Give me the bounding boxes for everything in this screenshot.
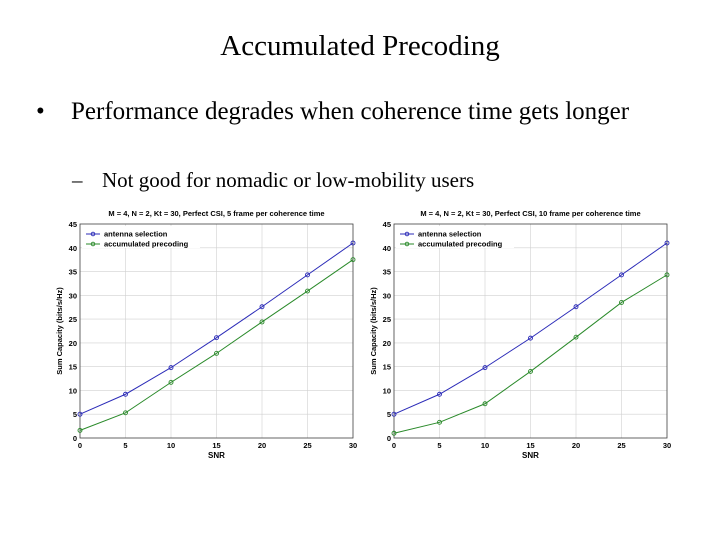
x-tick-label: 20 <box>572 441 580 450</box>
legend-label: antenna selection <box>418 230 482 239</box>
data-point <box>214 335 219 341</box>
data-point <box>664 272 670 278</box>
y-axis-label: Sum Capacity (bits/s/Hz) <box>55 287 64 375</box>
legend-label: antenna selection <box>104 230 168 239</box>
data-point <box>214 350 219 356</box>
data-point <box>664 240 670 246</box>
x-axis-label: SNR <box>522 451 539 460</box>
y-tick-label: 15 <box>383 363 391 372</box>
legend-box <box>82 226 200 248</box>
legend-label: accumulated precoding <box>418 240 503 249</box>
data-point <box>619 272 624 278</box>
data-point <box>619 300 624 305</box>
y-tick-label: 30 <box>383 291 391 300</box>
data-point <box>305 288 310 294</box>
slide-title: Accumulated Precoding <box>220 30 500 62</box>
series-line <box>79 242 354 415</box>
legend-marker <box>404 231 410 237</box>
axes-frame <box>393 223 668 439</box>
y-tick-label: 45 <box>383 220 391 229</box>
axes-frame <box>79 223 354 439</box>
y-tick-label: 25 <box>383 315 391 324</box>
data-point <box>482 401 488 407</box>
chart-title: M = 4, N = 2, Kt = 30, Perfect CSI, 5 fr… <box>108 209 324 218</box>
data-point <box>259 319 265 325</box>
legend-marker <box>90 231 96 237</box>
data-point <box>437 419 442 425</box>
x-tick-label: 15 <box>212 441 220 450</box>
legend-box <box>396 226 514 248</box>
y-tick-label: 20 <box>383 339 391 348</box>
x-tick-label: 5 <box>123 441 127 450</box>
y-tick-label: 30 <box>69 291 77 300</box>
x-tick-label: 20 <box>258 441 266 450</box>
x-tick-label: 25 <box>303 441 311 450</box>
series-line <box>393 242 668 415</box>
legend-marker <box>404 241 410 247</box>
data-point <box>123 410 128 416</box>
data-point <box>350 240 356 246</box>
y-tick-label: 45 <box>69 220 77 229</box>
data-point <box>259 304 265 310</box>
data-point <box>123 391 128 397</box>
x-tick-label: 30 <box>663 441 671 450</box>
y-tick-label: 15 <box>69 363 77 372</box>
x-tick-label: 25 <box>617 441 625 450</box>
x-tick-label: 5 <box>437 441 441 450</box>
x-tick-label: 15 <box>526 441 534 450</box>
y-tick-label: 0 <box>387 434 391 443</box>
y-tick-label: 35 <box>69 268 77 277</box>
dash-icon: – <box>72 168 83 192</box>
x-tick-label: 30 <box>349 441 357 450</box>
data-point <box>528 368 533 374</box>
chart-left: M = 4, N = 2, Kt = 30, Perfect CSI, 5 fr… <box>55 209 357 460</box>
data-point <box>168 365 174 371</box>
bullet-text: Performance degrades when coherence time… <box>71 98 630 125</box>
data-point <box>482 365 488 371</box>
y-tick-label: 5 <box>73 410 77 419</box>
y-axis-label: Sum Capacity (bits/s/Hz) <box>369 287 378 375</box>
x-tick-label: 10 <box>167 441 175 450</box>
data-point <box>391 430 397 436</box>
data-point <box>305 272 310 278</box>
y-tick-label: 40 <box>69 244 77 253</box>
data-point <box>350 257 356 263</box>
y-tick-label: 5 <box>387 410 391 419</box>
y-tick-label: 10 <box>69 386 77 395</box>
y-tick-label: 40 <box>383 244 391 253</box>
data-point <box>573 334 579 340</box>
series-line <box>393 274 668 434</box>
data-point <box>391 411 397 417</box>
data-point <box>437 391 442 397</box>
data-point <box>573 304 579 310</box>
data-point <box>528 335 533 341</box>
y-tick-label: 10 <box>383 386 391 395</box>
y-tick-label: 0 <box>73 434 77 443</box>
chart-title: M = 4, N = 2, Kt = 30, Perfect CSI, 10 f… <box>420 209 640 218</box>
x-tick-label: 10 <box>481 441 489 450</box>
x-tick-label: 0 <box>78 441 82 450</box>
chart-right: M = 4, N = 2, Kt = 30, Perfect CSI, 10 f… <box>369 209 671 460</box>
x-tick-label: 0 <box>392 441 396 450</box>
bullet-icon: • <box>36 98 45 125</box>
data-point <box>168 379 174 385</box>
y-tick-label: 20 <box>69 339 77 348</box>
sub-bullet-text: Not good for nomadic or low-mobility use… <box>102 168 475 192</box>
y-tick-label: 35 <box>383 268 391 277</box>
y-tick-label: 25 <box>69 315 77 324</box>
series-line <box>79 259 354 431</box>
x-axis-label: SNR <box>208 451 225 460</box>
legend-label: accumulated precoding <box>104 240 189 249</box>
data-point <box>77 427 83 433</box>
data-point <box>77 411 83 417</box>
legend-marker <box>90 241 96 247</box>
